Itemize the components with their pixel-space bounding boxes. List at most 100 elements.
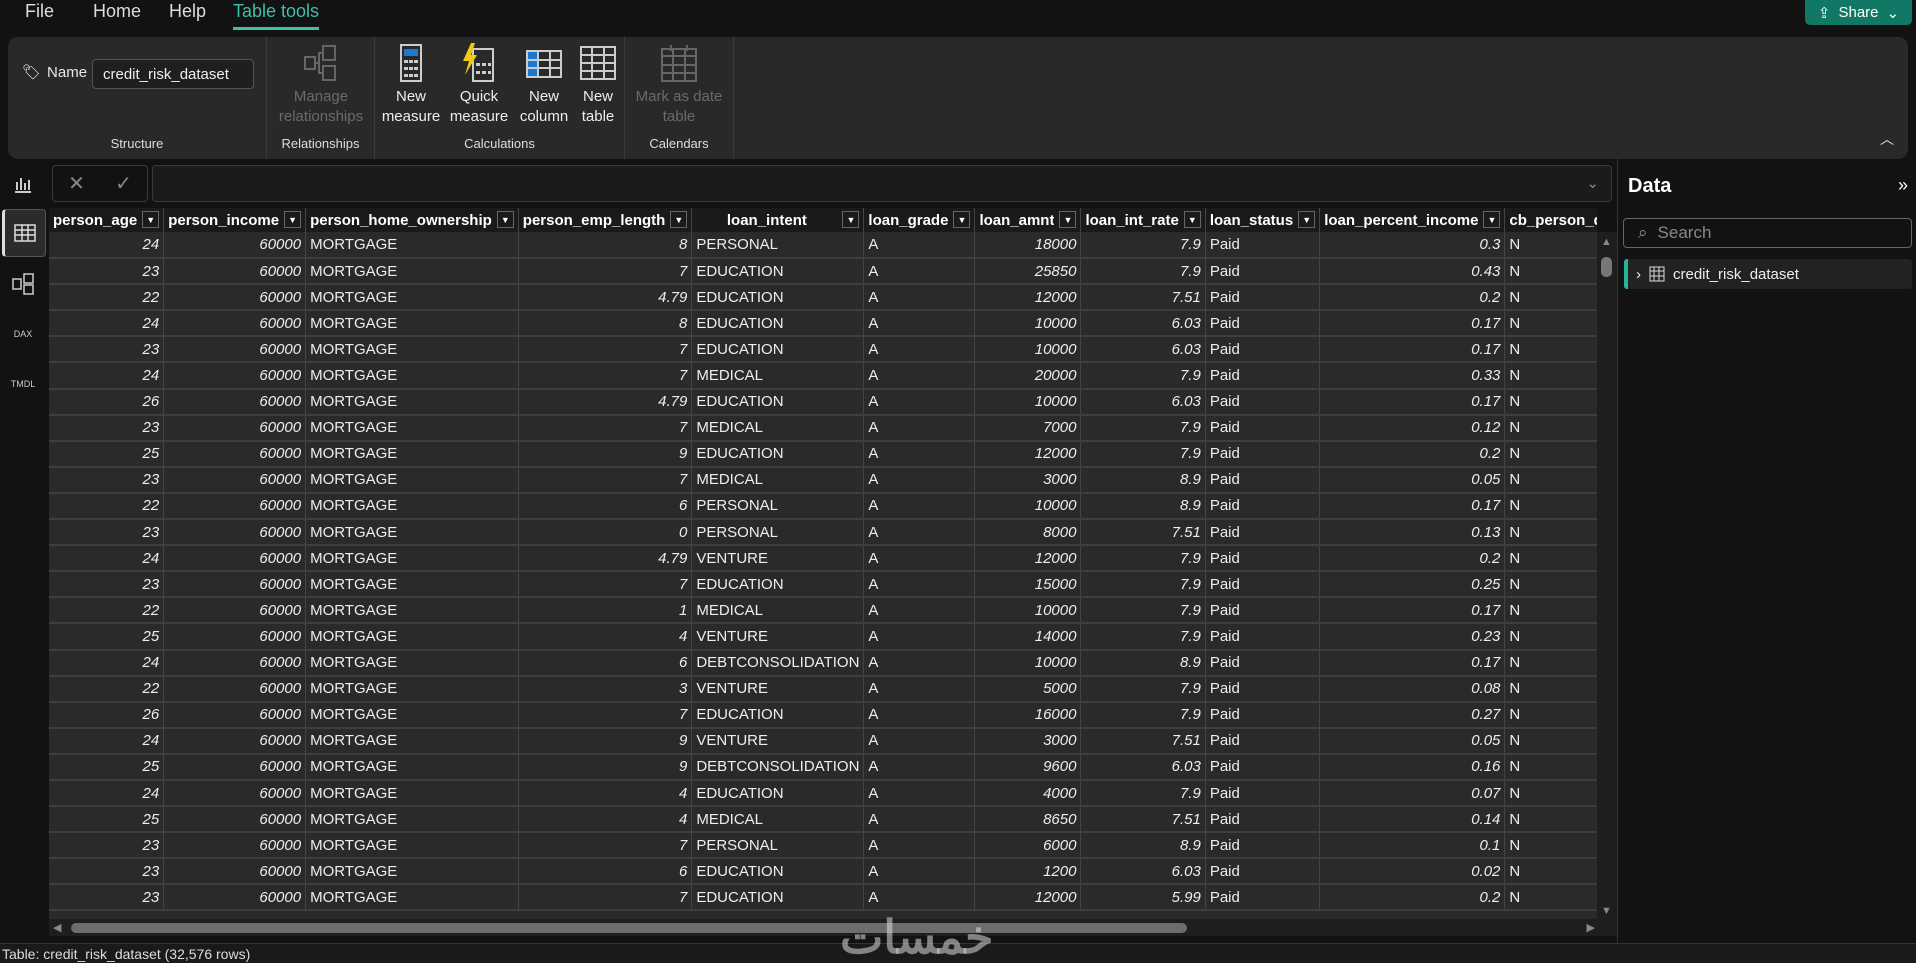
cell-person_home_ownership[interactable]: MORTGAGE <box>305 414 519 442</box>
cell-loan_status[interactable]: Paid <box>1205 440 1321 468</box>
cell-loan_status[interactable]: Paid <box>1205 388 1321 416</box>
commit-icon[interactable]: ✓ <box>115 173 132 195</box>
cell-person_age[interactable]: 23 <box>49 571 165 599</box>
cell-person_emp_length[interactable]: 6 <box>518 858 693 886</box>
cell-person_emp_length[interactable]: 8 <box>518 232 693 260</box>
cell-person_emp_length[interactable]: 0 <box>518 519 693 547</box>
cell-person_home_ownership[interactable]: MORTGAGE <box>305 571 519 599</box>
cell-loan_grade[interactable]: A <box>863 519 976 547</box>
cell-person_home_ownership[interactable]: MORTGAGE <box>305 779 519 808</box>
cell-loan_percent_income[interactable]: 0.14 <box>1319 806 1506 834</box>
cell-cb_person_de[interactable]: N <box>1504 362 1597 390</box>
cell-person_emp_length[interactable]: 7 <box>518 414 693 442</box>
cell-loan_percent_income[interactable]: 0.17 <box>1319 649 1506 677</box>
cell-loan_percent_income[interactable]: 0.17 <box>1319 336 1506 364</box>
cell-loan_int_rate[interactable]: 8.9 <box>1080 466 1206 494</box>
cell-loan_amnt[interactable]: 4000 <box>974 779 1082 808</box>
cell-loan_intent[interactable]: EDUCATION <box>691 284 865 312</box>
cell-cb_person_de[interactable]: N <box>1504 440 1597 468</box>
cell-loan_int_rate[interactable]: 8.9 <box>1080 832 1206 860</box>
cell-person_income[interactable]: 60000 <box>163 858 307 886</box>
menu-file[interactable]: File <box>25 1 55 21</box>
filter-dropdown-icon[interactable]: ▼ <box>1059 211 1077 228</box>
cell-person_age[interactable]: 24 <box>49 362 165 390</box>
cell-loan_amnt[interactable]: 8650 <box>974 806 1082 834</box>
cell-person_income[interactable]: 60000 <box>163 284 307 312</box>
cell-person_home_ownership[interactable]: MORTGAGE <box>305 597 519 625</box>
column-header-loan_amnt[interactable]: loan_amnt ▼ <box>974 208 1082 232</box>
cell-loan_int_rate[interactable]: 7.9 <box>1080 440 1206 468</box>
cell-loan_status[interactable]: Paid <box>1205 414 1321 442</box>
cell-loan_percent_income[interactable]: 0.17 <box>1319 310 1506 338</box>
cell-person_home_ownership[interactable]: MORTGAGE <box>305 832 519 860</box>
scroll-thumb[interactable] <box>1601 257 1612 277</box>
cancel-icon[interactable]: ✕ <box>68 173 85 195</box>
cell-loan_grade[interactable]: A <box>863 258 976 286</box>
cell-loan_int_rate[interactable]: 7.51 <box>1080 806 1206 834</box>
cell-loan_intent[interactable]: MEDICAL <box>691 362 865 390</box>
cell-loan_percent_income[interactable]: 0.23 <box>1319 623 1506 651</box>
cell-cb_person_de[interactable]: N <box>1504 806 1597 834</box>
cell-cb_person_de[interactable]: N <box>1504 492 1597 521</box>
cell-loan_intent[interactable]: MEDICAL <box>691 806 865 834</box>
cell-person_income[interactable]: 60000 <box>163 414 307 442</box>
cell-loan_percent_income[interactable]: 0.16 <box>1319 753 1506 781</box>
cell-person_emp_length[interactable]: 6 <box>518 649 693 677</box>
cell-loan_status[interactable]: Paid <box>1205 649 1321 677</box>
cell-loan_int_rate[interactable]: 6.03 <box>1080 388 1206 416</box>
cell-cb_person_de[interactable]: N <box>1504 623 1597 651</box>
cell-loan_amnt[interactable]: 14000 <box>974 623 1082 651</box>
cell-loan_amnt[interactable]: 8000 <box>974 519 1082 547</box>
chevron-down-icon[interactable]: ⌄ <box>1586 175 1599 192</box>
cell-person_home_ownership[interactable]: MORTGAGE <box>305 388 519 416</box>
cell-person_emp_length[interactable]: 3 <box>518 675 693 703</box>
cell-loan_percent_income[interactable]: 0.2 <box>1319 284 1506 312</box>
cell-person_income[interactable]: 60000 <box>163 727 307 755</box>
cell-loan_intent[interactable]: MEDICAL <box>691 414 865 442</box>
cell-loan_amnt[interactable]: 5000 <box>974 675 1082 703</box>
cell-loan_percent_income[interactable]: 0.1 <box>1319 832 1506 860</box>
cell-person_age[interactable]: 25 <box>49 623 165 651</box>
vertical-scrollbar[interactable]: ▲ ▼ <box>1597 232 1617 919</box>
cell-loan_amnt[interactable]: 12000 <box>974 545 1082 573</box>
cell-cb_person_de[interactable]: N <box>1504 414 1597 442</box>
cell-person_home_ownership[interactable]: MORTGAGE <box>305 519 519 547</box>
cell-loan_amnt[interactable]: 10000 <box>974 649 1082 677</box>
cell-person_home_ownership[interactable]: MORTGAGE <box>305 753 519 781</box>
cell-loan_int_rate[interactable]: 7.9 <box>1080 623 1206 651</box>
cell-loan_grade[interactable]: A <box>863 858 976 886</box>
cell-loan_percent_income[interactable]: 0.02 <box>1319 858 1506 886</box>
cell-person_emp_length[interactable]: 6 <box>518 492 693 521</box>
cell-cb_person_de[interactable]: N <box>1504 519 1597 547</box>
cell-cb_person_de[interactable]: N <box>1504 545 1597 573</box>
cell-loan_grade[interactable]: A <box>863 884 976 912</box>
cell-loan_intent[interactable]: EDUCATION <box>691 310 865 338</box>
cell-loan_grade[interactable]: A <box>863 597 976 625</box>
cell-loan_grade[interactable]: A <box>863 388 976 416</box>
cell-loan_amnt[interactable]: 3000 <box>974 727 1082 755</box>
cell-person_income[interactable]: 60000 <box>163 753 307 781</box>
cell-cb_person_de[interactable]: N <box>1504 336 1597 364</box>
cell-person_home_ownership[interactable]: MORTGAGE <box>305 727 519 755</box>
cell-person_home_ownership[interactable]: MORTGAGE <box>305 649 519 677</box>
cell-loan_status[interactable]: Paid <box>1205 284 1321 312</box>
cell-loan_intent[interactable]: MEDICAL <box>691 597 865 625</box>
cell-loan_status[interactable]: Paid <box>1205 597 1321 625</box>
cell-loan_status[interactable]: Paid <box>1205 623 1321 651</box>
cell-person_emp_length[interactable]: 7 <box>518 832 693 860</box>
cell-loan_intent[interactable]: PERSONAL <box>691 492 865 521</box>
new-table-button[interactable]: New table <box>575 43 621 127</box>
table-view-icon[interactable] <box>2 209 46 257</box>
cell-loan_intent[interactable]: VENTURE <box>691 675 865 703</box>
cell-loan_grade[interactable]: A <box>863 284 976 312</box>
cell-loan_int_rate[interactable]: 7.9 <box>1080 545 1206 573</box>
cell-loan_intent[interactable]: DEBTCONSOLIDATION <box>691 753 865 781</box>
cell-person_income[interactable]: 60000 <box>163 336 307 364</box>
cell-person_income[interactable]: 60000 <box>163 362 307 390</box>
cell-person_income[interactable]: 60000 <box>163 388 307 416</box>
cell-loan_int_rate[interactable]: 7.9 <box>1080 232 1206 260</box>
cell-loan_intent[interactable]: VENTURE <box>691 623 865 651</box>
cell-loan_percent_income[interactable]: 0.2 <box>1319 884 1506 912</box>
cell-loan_grade[interactable]: A <box>863 336 976 364</box>
filter-dropdown-icon[interactable]: ▼ <box>142 211 160 228</box>
